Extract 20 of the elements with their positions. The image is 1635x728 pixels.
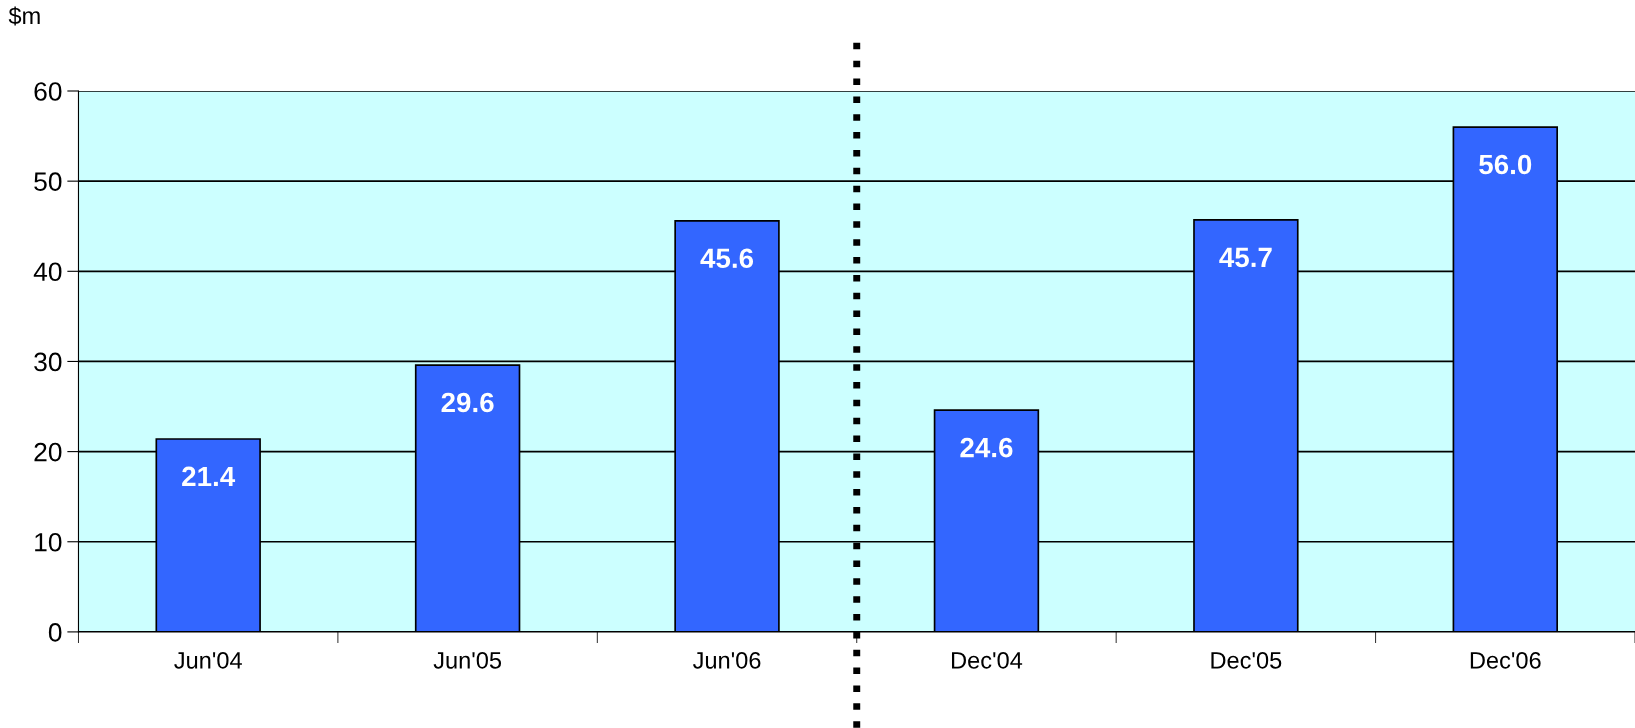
data-label: 21.4 (182, 466, 236, 486)
y-tick-label: 60 (34, 82, 62, 101)
y-tick-label: 20 (34, 442, 62, 462)
x-tick-label: Jun'05 (433, 651, 502, 669)
y-tick-label: 0 (48, 623, 62, 642)
data-label: 45.7 (1219, 247, 1272, 268)
y-tick-label: 40 (33, 262, 62, 282)
x-tick-label: Dec'06 (1470, 651, 1541, 669)
y-tick-label: 30 (34, 352, 62, 372)
x-tick-label: Jun'04 (174, 651, 242, 669)
data-label: 29.6 (441, 392, 494, 413)
x-tick-label: Jun'06 (692, 651, 761, 669)
y-axis-title: $m (8, 6, 40, 26)
y-tick-label: 50 (34, 172, 62, 191)
data-label: 45.6 (700, 248, 754, 269)
data-label: 56.0 (1479, 154, 1532, 175)
x-tick-label: Dec'04 (952, 651, 1023, 669)
y-tick-label: 10 (35, 532, 62, 552)
data-label: 24.6 (960, 437, 1013, 458)
x-tick-label: Dec'05 (1211, 651, 1282, 669)
